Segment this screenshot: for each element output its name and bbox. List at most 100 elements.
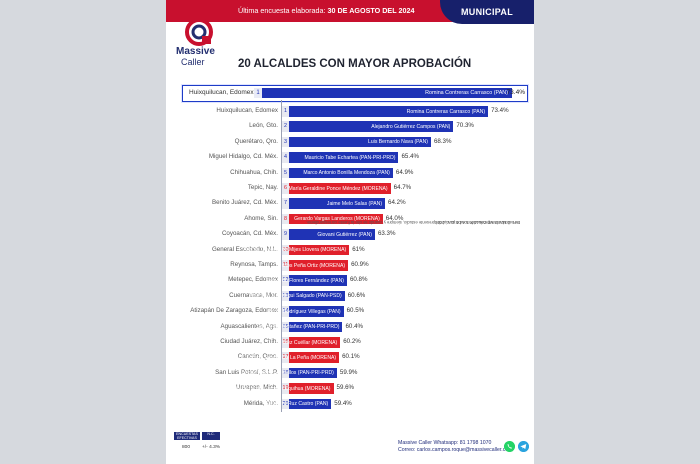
sample-header: ENCUESTAS EFECTIVAS: [174, 432, 200, 440]
city-label: General Escobedo, N.L.: [211, 245, 278, 253]
rank-number: 19: [282, 383, 289, 394]
value-label: 68.3%: [433, 137, 452, 145]
bar-row: Tepic, Nay. 6 María Geraldine Ponce Méndez…: [182, 181, 528, 196]
city-label: Atizapán De Zaragoza, Edomex: [190, 307, 278, 315]
blurred-background-right: [534, 0, 700, 464]
logo-mark-icon: [185, 18, 213, 46]
candidate-label: Marco Antonio Bonilla Mendoza (PAN): [303, 170, 390, 177]
approval-bar: 20 Alejandro Ruz Castro (PAN): [265, 398, 332, 410]
value-label: 70.3%: [456, 122, 474, 130]
rank-number: 5: [282, 167, 289, 179]
value-label: 60.8%: [349, 276, 368, 284]
blurred-background-left: [0, 0, 166, 464]
contact-whatsapp: Massive Caller Whatsapp: 81 1798 1070: [398, 440, 492, 446]
massive-caller-logo: Massive Caller: [176, 18, 224, 70]
bar-row: Mérida, Yuc. 20 Alejandro Ruz Castro (PAN)…: [182, 397, 528, 412]
highlight-candidate: Romina Contreras Carrasco (PAN): [425, 89, 508, 96]
bar-row: San Luis Potosí, S.L.P. 18 Enrique Galindo…: [182, 366, 528, 381]
city-label: Miguel Hidalgo, Cd. Méx.: [208, 153, 278, 161]
approval-bar: 1 Romina Contreras Carrasco (PAN): [282, 106, 489, 117]
poster: Última encuesta elaborada: 30 DE AGOSTO …: [166, 0, 534, 464]
candidate-label: Leonardo Montañez (PAN-PRI-PRD): [256, 324, 340, 331]
highlight-value: 73.4%: [506, 89, 525, 96]
highlighted-row: Huixquilucan, Edomex 1 Romina Contreras …: [182, 85, 528, 102]
survey-date: 30 DE AGOSTO DEL 2024: [327, 6, 415, 15]
value-label: 65.4%: [401, 153, 420, 161]
candidate-label: Ignacio Benjamín Campos Equihua (MORENA): [223, 385, 331, 392]
rank-number: 11: [282, 260, 289, 271]
city-label: Chihuahua, Chih.: [230, 168, 278, 176]
city-label: Cuernavaca, Mor.: [229, 291, 278, 299]
approval-bar: 8 Gerardo Vargas Landeros (MORENA): [282, 213, 383, 225]
candidate-label: Fernando Flores Fernández (PAN): [265, 277, 344, 284]
candidate-label: Andrés Concepción Mijes Llovera (MORENA): [243, 247, 347, 254]
confidence-value: +/- 4.3%: [202, 445, 220, 450]
sample-info-table: ENCUESTAS EFECTIVAS N.C. 800 +/- 4.3%: [174, 432, 222, 458]
city-label: Benito Juárez, Cd. Méx.: [211, 199, 278, 207]
bar-row: Uruapan, Mich. 19 Ignacio Benjamín Campos …: [182, 381, 528, 396]
city-label: Mérida, Yuc.: [243, 399, 278, 407]
approval-bar: 2 Alejandro Gutiérrez Campos (PAN): [282, 121, 454, 132]
city-label: Tepic, Nay.: [247, 184, 278, 191]
brand-line2: Caller: [181, 57, 205, 67]
bar-row: Ahome, Sin. 8 Gerardo Vargas Landeros (MOR…: [182, 212, 528, 227]
city-label: Ahome, Sin.: [244, 214, 278, 222]
rank-number: 12: [282, 275, 289, 286]
approval-bar: 11 Carlos Peña Ortiz (MORENA): [278, 260, 349, 271]
rank-number: 9: [282, 229, 289, 240]
value-label: 59.9%: [339, 368, 358, 376]
candidate-label: Jaime Melo Salas (PAN): [326, 200, 383, 207]
bar-row: Cuernavaca, Mor. 13 José Luis Urióstegui S…: [182, 289, 528, 304]
rank-number: 4: [282, 152, 289, 163]
value-label: 64.7%: [393, 184, 412, 191]
bar-row: León, Gto. 2 Alejandro Gutiérrez Campos (P…: [182, 119, 528, 134]
rank-number: 10: [282, 244, 289, 256]
value-label: 60.2%: [343, 338, 361, 345]
survey-prefix: Última encuesta elaborada:: [238, 6, 326, 15]
legal-notice: D.R. © MASSIVE CALLER S.A DE C.V., 2024 S…: [306, 215, 522, 375]
whatsapp-icon: [504, 441, 515, 452]
survey-date-text: Última encuesta elaborada: 30 DE AGOSTO …: [238, 6, 414, 15]
city-label: Cancún, Qroo.: [237, 353, 278, 361]
city-label: Metepec, Edomex: [228, 276, 278, 284]
telegram-icon: [518, 441, 529, 452]
bar-row: Ciudad Juárez, Chih. 16 Cruz Pérez Cuéllar…: [182, 335, 528, 350]
approval-bar: 10 Andrés Concepción Mijes Llovera (MOREN…: [243, 244, 350, 256]
value-label: 60.1%: [342, 353, 360, 361]
rank-number: 13: [282, 290, 289, 302]
bar-row: Querétaro, Qro. 3 Luis Bernardo Nava (PAN)…: [182, 135, 528, 150]
candidate-label: Alejandro Gutiérrez Campos (PAN): [371, 123, 451, 130]
contact-info: Massive Caller Whatsapp: 81 1798 1070 Co…: [398, 440, 513, 454]
approval-bar: 14 Pedro Rodríguez Villegas (PAN): [268, 306, 344, 317]
value-label: 60.4%: [345, 322, 364, 330]
bar-row: Atizapán De Zaragoza, Edomex 14 Pedro Rodr…: [182, 304, 528, 319]
rank-number: 16: [282, 337, 289, 348]
candidate-label: Mauricio Tabe Echartea (PAN-PRI-PRD): [304, 154, 396, 161]
value-label: 64.2%: [388, 199, 406, 207]
rank-number: 20: [282, 398, 289, 410]
value-label: 59.6%: [336, 384, 355, 392]
highlight-bar: 1 Romina Contreras Carrasco (PAN): [254, 88, 512, 98]
approval-bar: 3 Luis Bernardo Nava (PAN): [282, 136, 431, 148]
bar-row: Chihuahua, Chih. 5 Marco Antonio Bonilla M…: [182, 166, 528, 181]
candidate-label: Carlos Peña Ortiz (MORENA): [277, 262, 346, 269]
value-label: 60.9%: [351, 261, 369, 268]
bar-row: Miguel Hidalgo, Cd. Méx. 4 Mauricio Tabe E…: [182, 150, 528, 165]
value-label: 60.6%: [347, 291, 366, 299]
bar-axis-line: [281, 100, 282, 412]
municipal-label: MUNICIPAL: [460, 7, 514, 17]
city-label: Querétaro, Qro.: [234, 137, 278, 145]
city-label: León, Gto.: [249, 122, 278, 130]
rank-number: 14: [282, 306, 289, 317]
approval-bar: 19 Ignacio Benjamín Campos Equihua (MOREN…: [223, 383, 334, 394]
value-label: 59.4%: [334, 399, 352, 407]
sample-value: 800: [182, 445, 191, 450]
candidate-label: José Luis Urióstegui Salgado (PAN-PSD): [248, 293, 342, 300]
municipal-tab: MUNICIPAL: [440, 0, 534, 24]
rank-number: 2: [282, 121, 289, 132]
bar-row: Aguascalientes, Ags. 15 Leonardo Montañez …: [182, 320, 528, 335]
value-label: 63.3%: [377, 230, 396, 238]
bar-row: Reynosa, Tamps. 11 Carlos Peña Ortiz (MORE…: [182, 258, 528, 273]
highlight-city: Huixquilucan, Edomex: [189, 89, 254, 96]
approval-bar: 4 Mauricio Tabe Echartea (PAN-PRI-PRD): [282, 152, 399, 163]
